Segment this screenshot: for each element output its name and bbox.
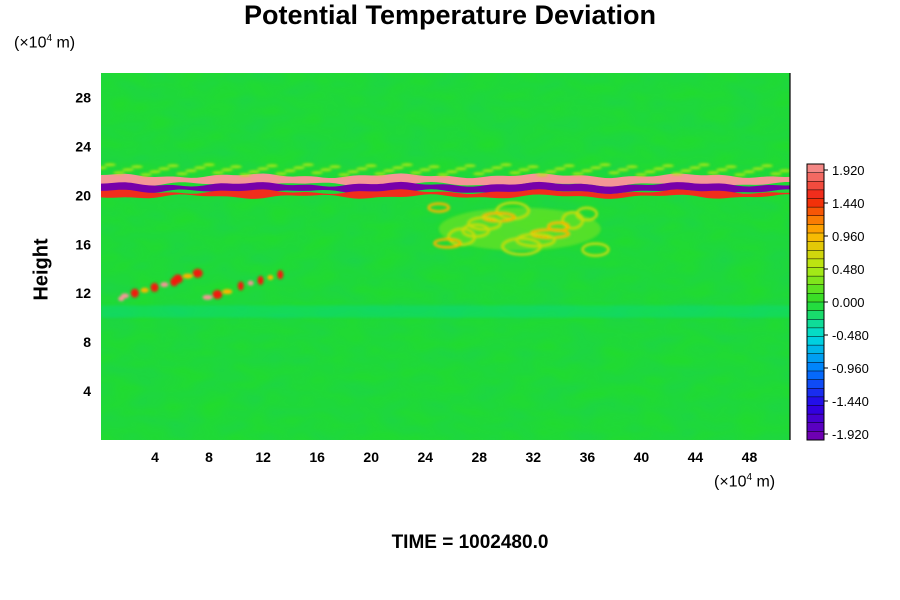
- colorbar-swatch: [807, 319, 824, 329]
- colorbar-swatch: [807, 371, 824, 380]
- colorbar-tick-label: 1.920: [832, 163, 865, 178]
- colorbar-swatch: [807, 276, 824, 286]
- x-tick-label: 20: [363, 449, 379, 465]
- colorbar: [806, 163, 825, 441]
- y-tick-label: 28: [75, 89, 91, 105]
- x-tick-label: 44: [688, 449, 704, 465]
- colorbar-swatch: [807, 207, 824, 217]
- colorbar-tick-label: -1.920: [832, 427, 869, 442]
- heatmap-plume-warm: [427, 201, 610, 257]
- heatmap-cluster-warm: [118, 268, 284, 302]
- colorbar-swatch: [807, 189, 824, 199]
- colorbar-tick-labels: 1.920 1.440 0.960 0.480 0.000 -0.480 -0.960 -1.…: [824, 163, 869, 442]
- time-label: TIME = 1002480.0: [391, 532, 549, 553]
- colorbar-swatch: [807, 405, 824, 415]
- colorbar-swatch: [807, 215, 824, 225]
- x-tick-label: 32: [526, 449, 542, 465]
- colorbar-swatch: [807, 284, 824, 294]
- colorbar-swatch: [807, 233, 824, 242]
- y-tick-label: 12: [75, 285, 91, 301]
- colorbar-swatch: [807, 362, 824, 372]
- x-axis-unit: (×104 m): [714, 472, 776, 491]
- x-tick-label: 4: [151, 449, 159, 465]
- y-tick-label: 8: [83, 334, 91, 350]
- colorbar-swatch: [807, 241, 824, 251]
- colorbar-swatch: [807, 431, 824, 441]
- colorbar-swatch: [807, 250, 824, 260]
- colorbar-swatch: [807, 422, 824, 432]
- colorbar-swatch: [807, 345, 824, 355]
- colorbar-swatch: [807, 181, 824, 191]
- colorbar-swatch: [807, 310, 824, 320]
- colorbar-swatch: [807, 224, 824, 234]
- x-tick-labels: 4 8 12 16 20 24 28 32 36 40 44 48: [151, 449, 757, 465]
- colorbar-swatch: [807, 353, 824, 363]
- colorbar-swatch: [807, 396, 824, 406]
- plot-area: [101, 73, 790, 440]
- x-tick-label: 36: [580, 449, 596, 465]
- colorbar-tick-label: 0.960: [832, 229, 865, 244]
- colorbar-swatch: [807, 379, 824, 389]
- x-tick-label: 24: [417, 449, 433, 465]
- colorbar-tick-label: 1.440: [832, 196, 865, 211]
- y-tick-label: 16: [75, 236, 91, 252]
- y-tick-label: 4: [83, 383, 91, 399]
- colorbar-swatch: [807, 327, 824, 337]
- y-tick-labels: 4 8 12 16 20 24 28: [75, 89, 91, 399]
- colorbar-tick-label: 0.000: [832, 295, 865, 310]
- chart-title: Potential Temperature Deviation: [243, 0, 657, 30]
- x-tick-label: 40: [634, 449, 650, 465]
- colorbar-swatch: [807, 267, 824, 277]
- x-tick-label: 28: [471, 449, 487, 465]
- texture-overlay: [101, 73, 790, 440]
- colorbar-swatch: [807, 388, 824, 398]
- heatmap-band-lower-warm: [101, 189, 790, 199]
- colorbar-tick-label: -0.960: [832, 361, 869, 376]
- x-tick-label: 12: [255, 449, 271, 465]
- colorbar-tick-label: 0.480: [832, 262, 865, 277]
- colorbar-swatch: [807, 258, 824, 268]
- colorbar-swatch: [807, 414, 824, 424]
- heatmap-cool-layer: [101, 305, 790, 318]
- colorbar-tick-label: -0.480: [832, 328, 869, 343]
- y-axis-unit: (×104 m): [14, 33, 76, 52]
- x-tick-label: 8: [205, 449, 213, 465]
- colorbar-swatch: [807, 172, 824, 182]
- y-tick-label: 24: [75, 138, 91, 154]
- colorbar-swatch: [807, 302, 824, 311]
- colorbar-swatch: [807, 293, 824, 303]
- colorbar-swatch: [807, 198, 824, 208]
- x-tick-label: 16: [309, 449, 325, 465]
- colorbar-swatch: [807, 336, 824, 346]
- colorbar-tick-label: -1.440: [832, 394, 869, 409]
- heatmap-upper-ripple: [101, 163, 790, 177]
- x-tick-label: 48: [742, 449, 758, 465]
- y-tick-label: 20: [75, 187, 91, 203]
- colorbar-swatch: [807, 164, 824, 173]
